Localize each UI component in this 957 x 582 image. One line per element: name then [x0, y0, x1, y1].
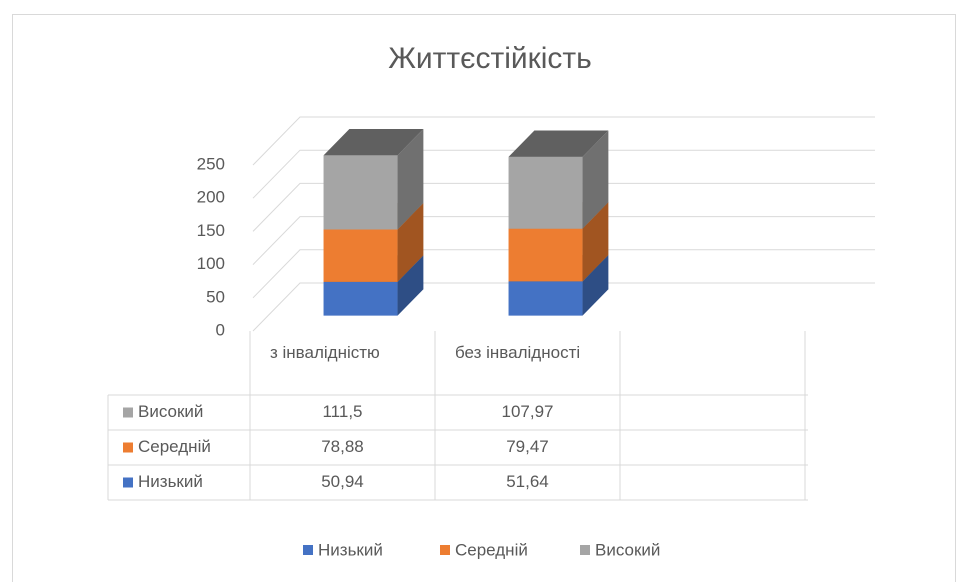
bar-top — [323, 129, 424, 156]
bar-front — [323, 229, 398, 282]
y-tick-label: 0 — [216, 320, 225, 339]
table-value: 79,47 — [506, 437, 549, 456]
legend-key — [123, 407, 133, 418]
grid-line — [252, 249, 875, 299]
category-label: з інвалідністю — [270, 343, 380, 362]
y-tick-label: 250 — [197, 154, 225, 173]
bar-top — [508, 130, 609, 157]
legend-key — [123, 477, 133, 488]
legend-key — [580, 545, 590, 555]
legend-label: Низький — [318, 540, 383, 559]
row-header: Високий — [138, 402, 203, 421]
legend-key — [440, 545, 450, 555]
chart-title: Життєстійкість — [388, 42, 592, 75]
table-value: 50,94 — [321, 472, 364, 491]
grid-line — [252, 182, 875, 232]
bar-side — [582, 254, 609, 316]
grid-line — [252, 216, 875, 265]
grid-line — [252, 149, 875, 199]
y-tick-label: 200 — [197, 188, 225, 207]
bar-side — [582, 202, 609, 282]
bar-front — [508, 156, 583, 229]
row-header: Низький — [138, 472, 203, 491]
table-value: 107,97 — [502, 402, 554, 421]
bar-front — [508, 281, 583, 316]
bar-side — [397, 129, 424, 230]
category-label: без інвалідності — [455, 343, 581, 362]
bar-side — [397, 203, 424, 282]
table-value: 78,88 — [321, 437, 364, 456]
y-tick-label: 50 — [206, 287, 225, 306]
table-value: 51,64 — [506, 472, 549, 491]
bar-front — [323, 155, 398, 230]
legend-label: Високий — [595, 540, 660, 559]
bar-side — [397, 255, 424, 316]
y-tick-label: 150 — [197, 221, 225, 240]
bar-front — [323, 281, 398, 316]
chart-frame — [12, 14, 956, 582]
grid-line — [252, 282, 875, 332]
bar-side — [582, 130, 609, 229]
row-header: Середній — [138, 437, 211, 456]
legend-key — [123, 442, 133, 453]
bar-front — [508, 228, 583, 282]
legend-key — [303, 545, 313, 555]
legend-label: Середній — [455, 540, 528, 559]
grid-line — [252, 116, 875, 166]
y-tick-label: 100 — [197, 254, 225, 273]
table-value: 111,5 — [322, 402, 362, 421]
